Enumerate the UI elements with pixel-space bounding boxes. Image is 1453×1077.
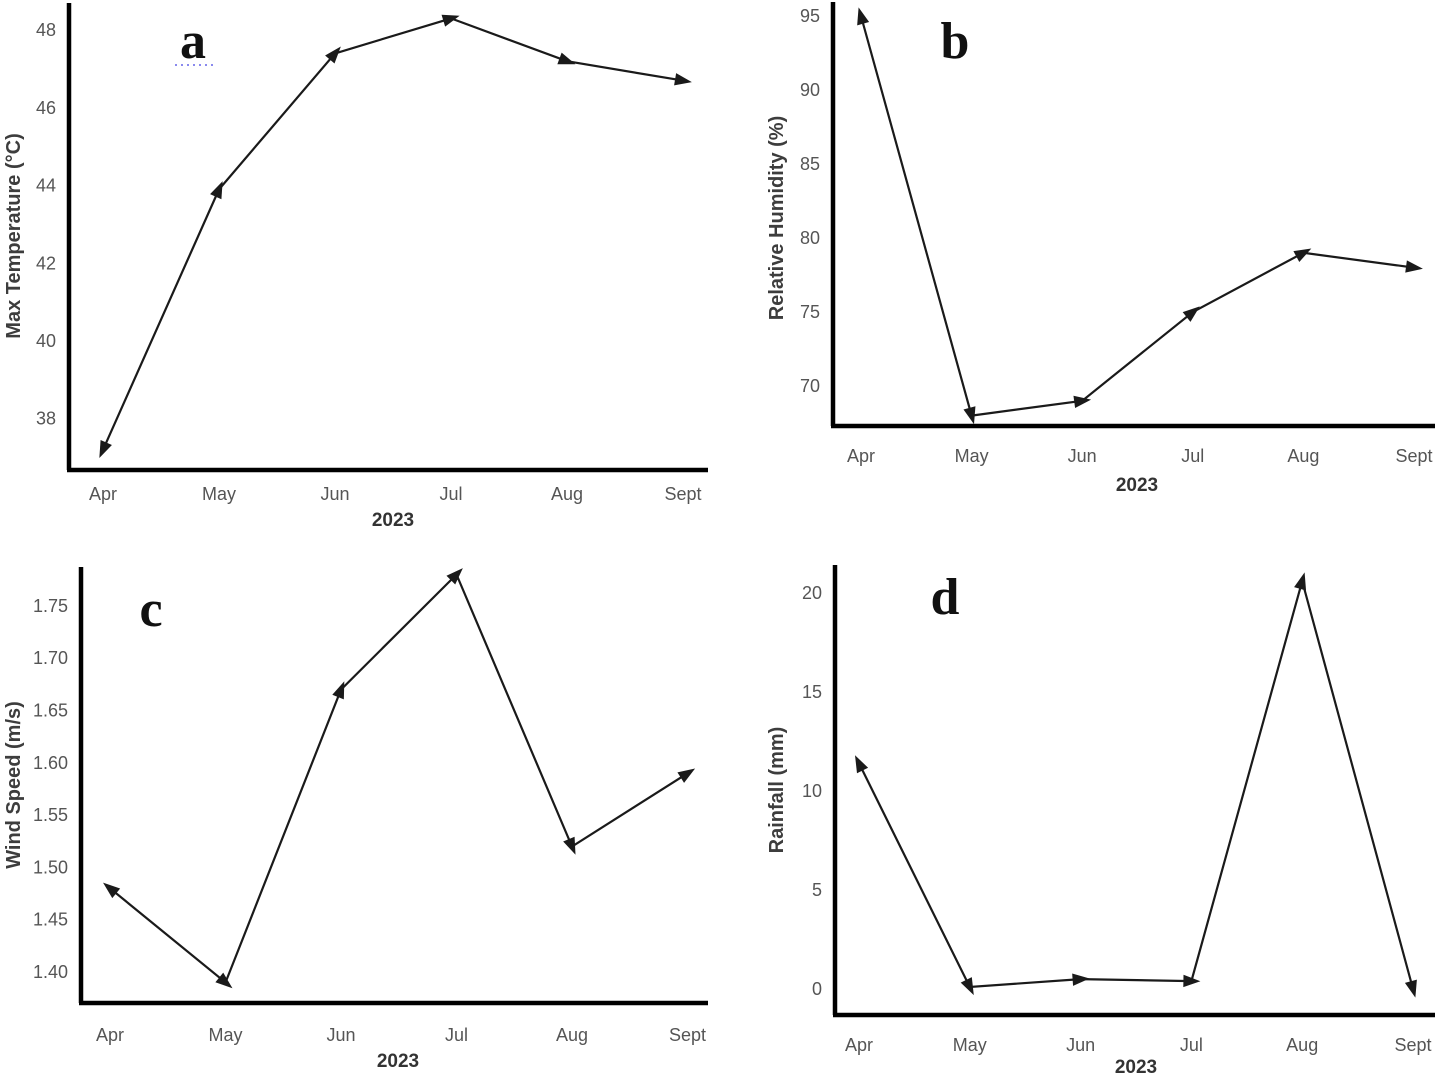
x-tick-label: Apr (96, 1025, 124, 1045)
x-tick-label: Aug (1287, 446, 1319, 466)
x-tick-label: Jul (1180, 1035, 1203, 1055)
data-point-marker (1183, 974, 1201, 988)
data-line (109, 572, 689, 985)
x-axis-title: 2023 (1116, 475, 1158, 496)
data-point-marker (557, 52, 576, 65)
panel-letter: c (139, 581, 162, 638)
y-tick-label: 70 (800, 376, 820, 396)
data-point-marker (960, 977, 974, 996)
x-tick-label: Apr (845, 1035, 873, 1055)
y-tick-label: 46 (36, 98, 56, 118)
y-tick-label: 20 (802, 583, 822, 603)
data-point-marker (446, 568, 463, 585)
panel-a-max-temperature-chart: 38 40 42 44 46 48 Apr May Jun Jul Aug Sept 2023 Max T… (0, 0, 726, 540)
y-tick-label: 42 (36, 253, 56, 273)
y-tick-label: 1.40 (33, 962, 68, 982)
y-axis-title: Relative Humidity (%) (766, 116, 788, 320)
x-tick-label: May (208, 1025, 242, 1045)
chart-canvas-d: 0 5 10 15 20 Apr May Jun Jul Aug Sept 2023 Rainfall … (766, 565, 1435, 1077)
x-tick-label: Jul (445, 1025, 468, 1045)
y-tick-label: 10 (802, 781, 822, 801)
x-tick-label: May (202, 484, 236, 504)
y-tick-label: 1.70 (33, 648, 68, 668)
x-tick-label: Sept (664, 484, 701, 504)
data-line (101, 17, 684, 451)
data-point-marker (963, 406, 976, 425)
data-point-marker (99, 439, 112, 459)
data-point-marker (210, 181, 223, 200)
y-axis-title: Max Temperature (°C) (3, 133, 25, 338)
y-tick-label: 90 (800, 80, 820, 100)
y-tick-label: 44 (36, 176, 56, 196)
y-tick-label: 85 (800, 154, 820, 174)
data-point-marker (215, 972, 233, 989)
x-axis-title: 2023 (372, 510, 414, 531)
x-tick-label: Apr (89, 484, 117, 504)
x-tick-label: May (953, 1035, 987, 1055)
x-axis-title: 2023 (1115, 1057, 1157, 1077)
data-point-marker (1404, 979, 1417, 998)
data-line (859, 15, 1415, 417)
y-tick-label: 80 (800, 228, 820, 248)
chart-canvas-c: 1.40 1.45 1.50 1.55 1.60 1.65 1.70 1.75 Apr May Ju… (3, 567, 708, 1072)
data-point-marker (103, 882, 121, 899)
y-tick-label: 38 (36, 409, 56, 429)
x-tick-label: Jun (320, 484, 349, 504)
data-line (858, 576, 1415, 990)
y-tick-label: 48 (36, 20, 56, 40)
data-point-marker (1294, 572, 1307, 591)
y-tick-label: 1.60 (33, 753, 68, 773)
data-point-marker (857, 7, 870, 26)
data-point-marker (325, 46, 341, 64)
data-point-marker (855, 755, 869, 774)
panel-d-rainfall-chart: 0 5 10 15 20 Apr May Jun Jul Aug Sept 2023 Rainfall … (727, 540, 1453, 1077)
data-point-marker (1405, 260, 1423, 273)
panel-b-relative-humidity-chart: 70 75 80 85 90 95 Apr May Jun Jul Aug Sept 2023 Relat… (727, 0, 1453, 540)
x-tick-label: Aug (556, 1025, 588, 1045)
y-tick-label: 75 (800, 302, 820, 322)
data-point-marker (1072, 973, 1090, 986)
data-point-marker (1182, 306, 1200, 322)
x-axis-title: 2023 (377, 1051, 419, 1072)
y-tick-label: 40 (36, 331, 56, 351)
x-tick-label: Jun (1066, 1035, 1095, 1055)
chart-canvas-b: 70 75 80 85 90 95 Apr May Jun Jul Aug Sept 2023 Relat… (766, 2, 1435, 496)
x-tick-label: May (955, 446, 989, 466)
x-tick-label: Sept (669, 1025, 706, 1045)
data-point-marker (441, 14, 460, 27)
x-tick-label: Jun (1068, 446, 1097, 466)
y-tick-label: 0 (812, 979, 822, 999)
panel-letter: b (941, 13, 970, 70)
x-tick-label: Sept (1394, 1035, 1431, 1055)
x-tick-label: Aug (1286, 1035, 1318, 1055)
panel-letter: d (931, 569, 960, 626)
data-point-marker (677, 768, 696, 783)
y-tick-label: 5 (812, 880, 822, 900)
data-point-marker (563, 836, 576, 855)
data-point-marker (1073, 395, 1092, 409)
data-point-marker (332, 681, 345, 700)
data-point-marker (1293, 248, 1312, 263)
y-tick-label: 95 (800, 6, 820, 26)
y-axis-title: Rainfall (mm) (766, 727, 788, 854)
chart-canvas-a: 38 40 42 44 46 48 Apr May Jun Jul Aug Sept 2023 Max T… (3, 3, 708, 531)
x-tick-label: Aug (551, 484, 583, 504)
y-tick-label: 1.65 (33, 701, 68, 721)
y-tick-label: 1.55 (33, 805, 68, 825)
y-tick-label: 1.45 (33, 910, 68, 930)
x-tick-label: Jul (1181, 446, 1204, 466)
y-tick-label: 15 (802, 682, 822, 702)
panel-c-wind-speed-chart: 1.40 1.45 1.50 1.55 1.60 1.65 1.70 1.75 Apr May Ju… (0, 540, 726, 1077)
y-tick-label: 1.50 (33, 857, 68, 877)
y-axis-title: Wind Speed (m/s) (3, 701, 25, 869)
panel-letter: a (180, 13, 206, 70)
x-tick-label: Sept (1395, 446, 1432, 466)
y-tick-label: 1.75 (33, 596, 68, 616)
x-tick-label: Apr (847, 446, 875, 466)
x-tick-label: Jul (439, 484, 462, 504)
data-point-marker (674, 73, 692, 86)
x-tick-label: Jun (326, 1025, 355, 1045)
